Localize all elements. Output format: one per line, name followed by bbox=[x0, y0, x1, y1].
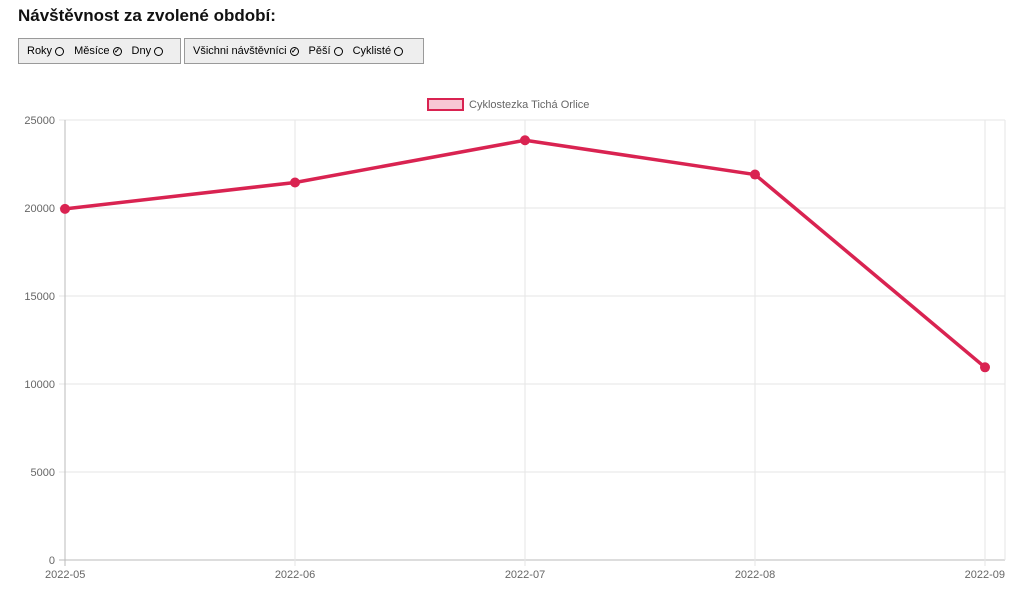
y-tick-label: 15000 bbox=[24, 291, 55, 303]
radio-icon[interactable] bbox=[55, 46, 65, 56]
x-axis: 2022-05 2022-06 2022-07 2022-08 2022-09 bbox=[45, 569, 1005, 581]
visitor-option-cyclists[interactable]: Cyklisté bbox=[353, 45, 404, 57]
visitor-filter: Všichni návštěvníci Pěší Cyklisté bbox=[184, 38, 424, 64]
legend-label: Cyklostezka Tichá Orlice bbox=[469, 99, 589, 111]
x-tick-label: 2022-07 bbox=[505, 569, 545, 581]
data-point bbox=[980, 362, 990, 373]
x-tick-label: 2022-06 bbox=[275, 569, 315, 581]
period-filter: Roky Měsíce Dny bbox=[18, 38, 181, 64]
data-point bbox=[290, 177, 300, 188]
data-point bbox=[60, 203, 70, 214]
y-axis: 0 5000 10000 15000 20000 25000 bbox=[24, 115, 55, 567]
option-label: Měsíce bbox=[74, 45, 110, 57]
radio-icon[interactable] bbox=[154, 46, 164, 56]
y-tick-label: 10000 bbox=[24, 379, 55, 391]
page-title: Návštěvnost za zvolené období: bbox=[18, 6, 276, 25]
radio-icon[interactable] bbox=[333, 46, 343, 56]
radio-icon[interactable] bbox=[394, 46, 404, 56]
x-tick-label: 2022-09 bbox=[965, 569, 1005, 581]
data-point bbox=[520, 135, 530, 146]
period-option-days[interactable]: Dny bbox=[132, 45, 164, 57]
chart-legend[interactable]: Cyklostezka Tichá Orlice bbox=[427, 98, 589, 111]
x-tick-label: 2022-05 bbox=[45, 569, 85, 581]
option-label: Všichni návštěvníci bbox=[193, 45, 287, 57]
option-label: Pěší bbox=[308, 45, 331, 57]
visitor-option-all[interactable]: Všichni návštěvníci bbox=[193, 45, 299, 57]
radio-checked-icon[interactable] bbox=[112, 46, 122, 56]
period-option-years[interactable]: Roky bbox=[27, 45, 65, 57]
data-point bbox=[750, 169, 760, 180]
line-chart: 0 5000 10000 15000 20000 25000 2022-05 2022-06… bbox=[24, 98, 1006, 581]
series-cyklostezka bbox=[60, 135, 990, 373]
period-option-months[interactable]: Měsíce bbox=[74, 45, 122, 57]
legend-swatch bbox=[427, 98, 464, 111]
y-tick-label: 5000 bbox=[31, 467, 55, 479]
chart-grid bbox=[59, 119, 1006, 566]
y-tick-label: 20000 bbox=[24, 203, 55, 215]
y-tick-label: 25000 bbox=[24, 115, 55, 127]
x-tick-label: 2022-08 bbox=[735, 569, 775, 581]
y-tick-label: 0 bbox=[49, 555, 55, 567]
option-label: Roky bbox=[27, 45, 53, 57]
option-label: Cyklisté bbox=[352, 45, 392, 57]
option-label: Dny bbox=[131, 45, 152, 57]
radio-checked-icon[interactable] bbox=[289, 46, 299, 56]
visitor-option-pedestrians[interactable]: Pěší bbox=[309, 45, 343, 57]
